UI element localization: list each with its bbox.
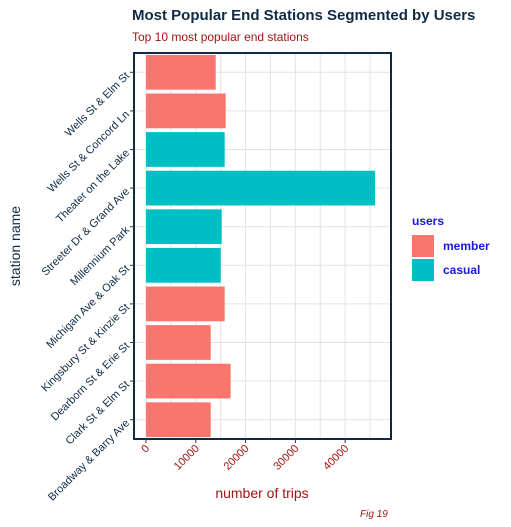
y-axis-label: station name <box>7 206 23 286</box>
bar <box>146 93 226 129</box>
chart-subtitle: Top 10 most popular end stations <box>132 30 309 44</box>
bar <box>146 325 211 360</box>
y-tick-label: Wells St & Elm St <box>63 70 132 139</box>
legend-item-member: member <box>412 234 490 257</box>
legend-label-member: member <box>443 238 490 253</box>
legend-label-casual: casual <box>443 262 481 277</box>
legend-title: users <box>412 214 445 228</box>
x-tick-label: 0 <box>139 443 152 456</box>
x-tick-label: 10000 <box>172 443 202 473</box>
bars <box>146 54 376 438</box>
legend-key-member <box>412 234 434 257</box>
chart-title: Most Popular End Stations Segmented by U… <box>132 7 476 24</box>
x-tick-label: 30000 <box>271 443 301 473</box>
bar <box>146 54 216 90</box>
bar <box>146 209 222 245</box>
bar <box>146 286 225 322</box>
x-tick-label: 20000 <box>222 443 252 473</box>
bar <box>146 363 231 399</box>
x-axis-label: number of trips <box>215 485 308 501</box>
bar <box>146 170 376 206</box>
bar <box>146 402 211 438</box>
legend: users member casual <box>412 214 490 282</box>
y-tick-label: Theater on the Lake <box>54 147 132 225</box>
legend-item-casual: casual <box>412 258 490 281</box>
figure-caption: Fig 19 <box>360 509 388 520</box>
bar <box>146 132 225 167</box>
x-tick-label: 40000 <box>321 443 351 473</box>
bar <box>146 247 221 283</box>
legend-key-casual <box>412 258 434 281</box>
panel-border <box>133 52 392 440</box>
